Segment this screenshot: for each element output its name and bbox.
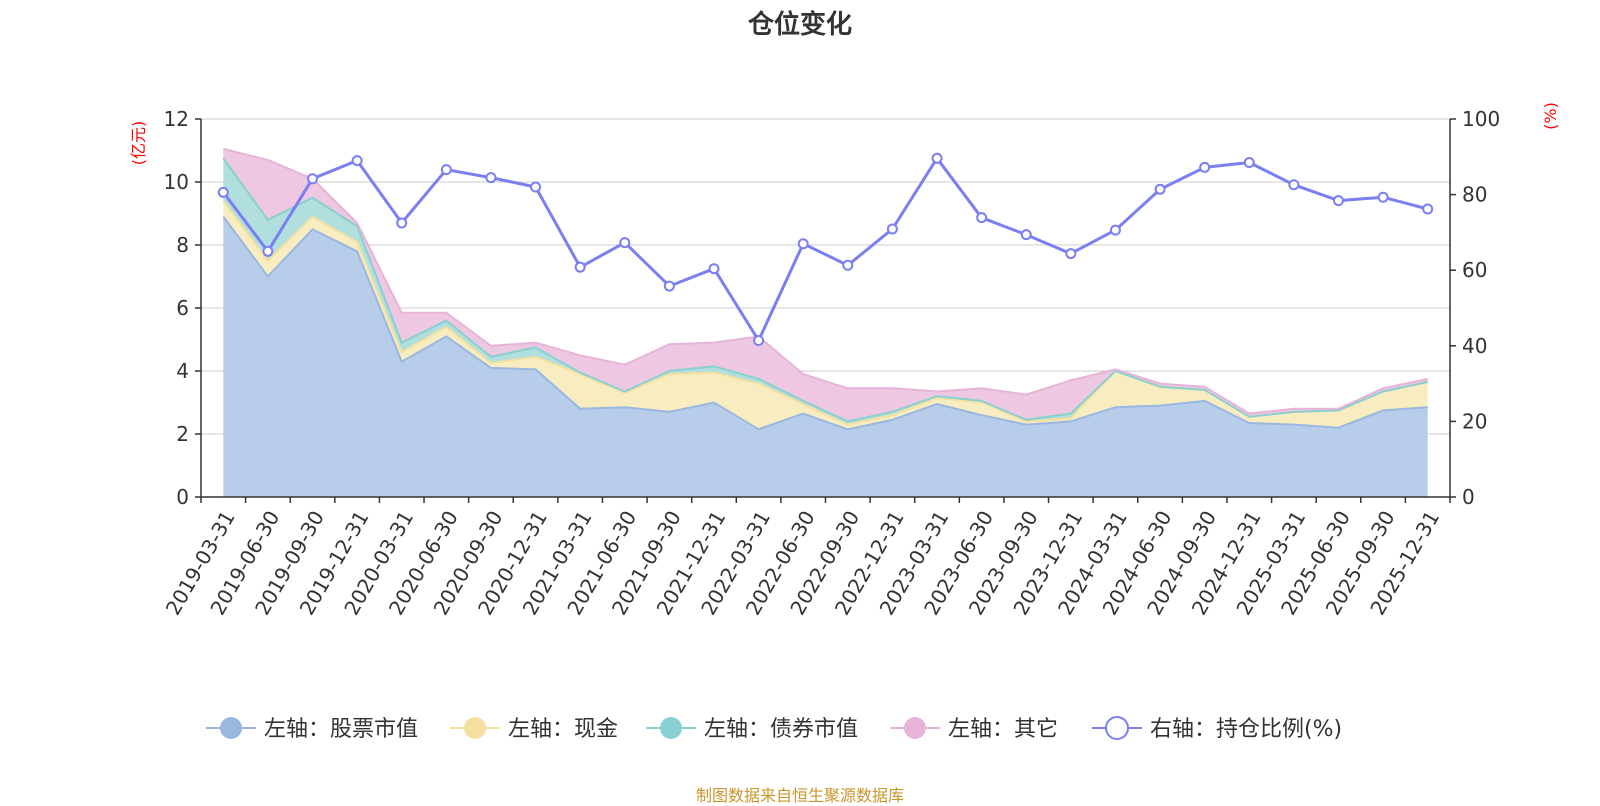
ratio-point: [1109, 224, 1121, 236]
y-right-tick-label: 100: [1462, 107, 1500, 131]
y-left-tick-label: 2: [176, 422, 189, 446]
ratio-point: [574, 261, 586, 273]
y-right-tick-label: 40: [1462, 334, 1487, 358]
y-left-tick-label: 6: [176, 296, 189, 320]
area-左轴：股票市值: [223, 216, 1428, 497]
ratio-point: [351, 155, 363, 167]
ratio-point: [1154, 183, 1166, 195]
legend-label: 左轴：其它: [948, 717, 1058, 742]
y-left-tick-label: 4: [176, 359, 189, 383]
stacked-areas: [222, 147, 1428, 497]
legend-marker: [660, 717, 682, 739]
y-right-tick-label: 80: [1462, 183, 1487, 207]
ratio-line-path: [222, 156, 1429, 342]
ratio-point: [530, 181, 542, 193]
legend-label: 左轴：现金: [508, 717, 618, 742]
ratio-point: [440, 164, 452, 176]
ratio-point: [1332, 195, 1344, 207]
ratio-line: [217, 152, 1434, 347]
y-right-tick-label: 0: [1462, 485, 1475, 509]
ratio-point: [797, 238, 809, 250]
area-edge-左轴：股票市值: [222, 216, 1428, 431]
area-edge-左轴：债券市值: [222, 157, 1428, 423]
legend-marker: [1105, 716, 1129, 740]
ratio-point: [931, 152, 943, 164]
y-right-unit: (%): [1541, 102, 1560, 130]
legend-label: 左轴：股票市值: [264, 717, 418, 742]
ratio-point: [976, 212, 988, 224]
ratio-point: [485, 172, 497, 184]
y-right-tick-label: 20: [1462, 409, 1487, 433]
legend-label: 右轴：持仓比例(%): [1150, 717, 1342, 742]
y-left-unit: (亿元): [129, 121, 148, 166]
y-left-tick-label: 0: [176, 485, 189, 509]
ratio-point: [753, 335, 765, 347]
ratio-point: [842, 259, 854, 271]
ratio-point: [886, 223, 898, 235]
ratio-point: [307, 173, 319, 185]
chart-area: 024681012020406080100(亿元)(%)2019-03-3120…: [129, 102, 1560, 742]
ratio-point: [663, 280, 675, 292]
area-edge-左轴：其它: [223, 147, 1428, 415]
ratio-point: [1020, 229, 1032, 241]
chart-title: 仓位变化: [747, 10, 852, 40]
ratio-point: [1288, 179, 1300, 191]
ratio-point: [619, 237, 631, 249]
ratio-point: [1243, 156, 1255, 168]
legend-label: 左轴：债券市值: [704, 717, 858, 742]
ratio-point: [1065, 248, 1077, 260]
ratio-point: [1377, 191, 1389, 203]
ratio-point: [1199, 161, 1211, 173]
y-left-tick-label: 12: [164, 107, 189, 131]
ratio-point: [708, 263, 720, 275]
ratio-point: [396, 217, 408, 229]
y-left-tick-label: 8: [176, 233, 189, 257]
source-footer: 制图数据来自恒生聚源数据库: [695, 786, 904, 805]
legend-marker: [464, 717, 486, 739]
y-left-tick-label: 10: [164, 170, 189, 194]
y-right-tick-label: 60: [1462, 258, 1487, 282]
ratio-point: [217, 186, 229, 198]
ratio-point: [262, 245, 274, 257]
ratio-point: [1422, 203, 1434, 215]
legend: 左轴：股票市值 左轴：现金 左轴：债券市值 左轴：其它 右轴：持仓比例(%): [206, 716, 1342, 742]
legend-marker: [904, 717, 926, 739]
legend-marker: [220, 717, 242, 739]
